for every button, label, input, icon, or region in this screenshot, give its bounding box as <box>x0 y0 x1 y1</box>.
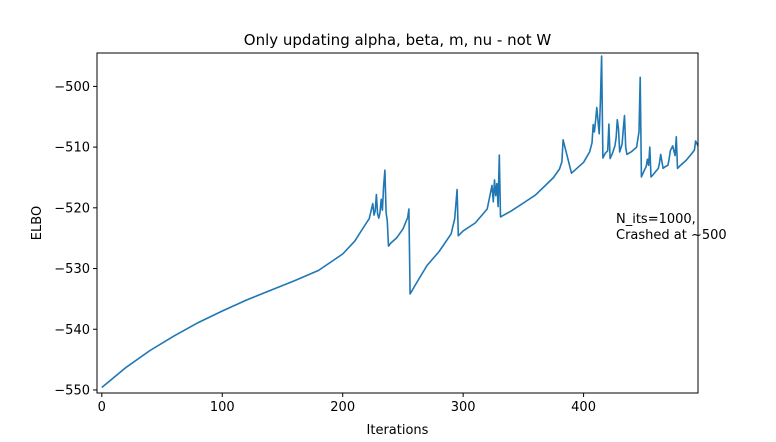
x-tick-label: 0 <box>98 400 106 415</box>
y-axis-ticks: −550 −540 −530 −520 −510 −500 <box>54 80 97 398</box>
y-tick-label: −500 <box>54 80 90 95</box>
series-line-elbo <box>101 55 699 389</box>
y-axis-label: ELBO <box>30 206 45 240</box>
annotation-line-1: N_its=1000, <box>616 212 696 227</box>
y-tick-label: −520 <box>54 201 90 216</box>
x-tick-label: 400 <box>571 400 596 415</box>
y-tick-label: −530 <box>54 262 90 277</box>
axes-frame <box>96 52 699 394</box>
x-axis-label: Iterations <box>367 423 429 438</box>
y-tick-label: −550 <box>54 383 90 398</box>
x-tick-label: 200 <box>330 400 355 415</box>
y-tick-label: −540 <box>54 323 90 338</box>
annotation-line-2: Crashed at ~500 <box>616 228 727 243</box>
x-axis-ticks: 0 100 200 300 400 <box>98 393 596 415</box>
y-tick-label: −510 <box>54 141 90 156</box>
x-tick-label: 300 <box>451 400 476 415</box>
plot-area <box>101 55 699 389</box>
x-tick-label: 100 <box>210 400 235 415</box>
chart-title: Only updating alpha, beta, m, nu - not W <box>244 31 552 49</box>
